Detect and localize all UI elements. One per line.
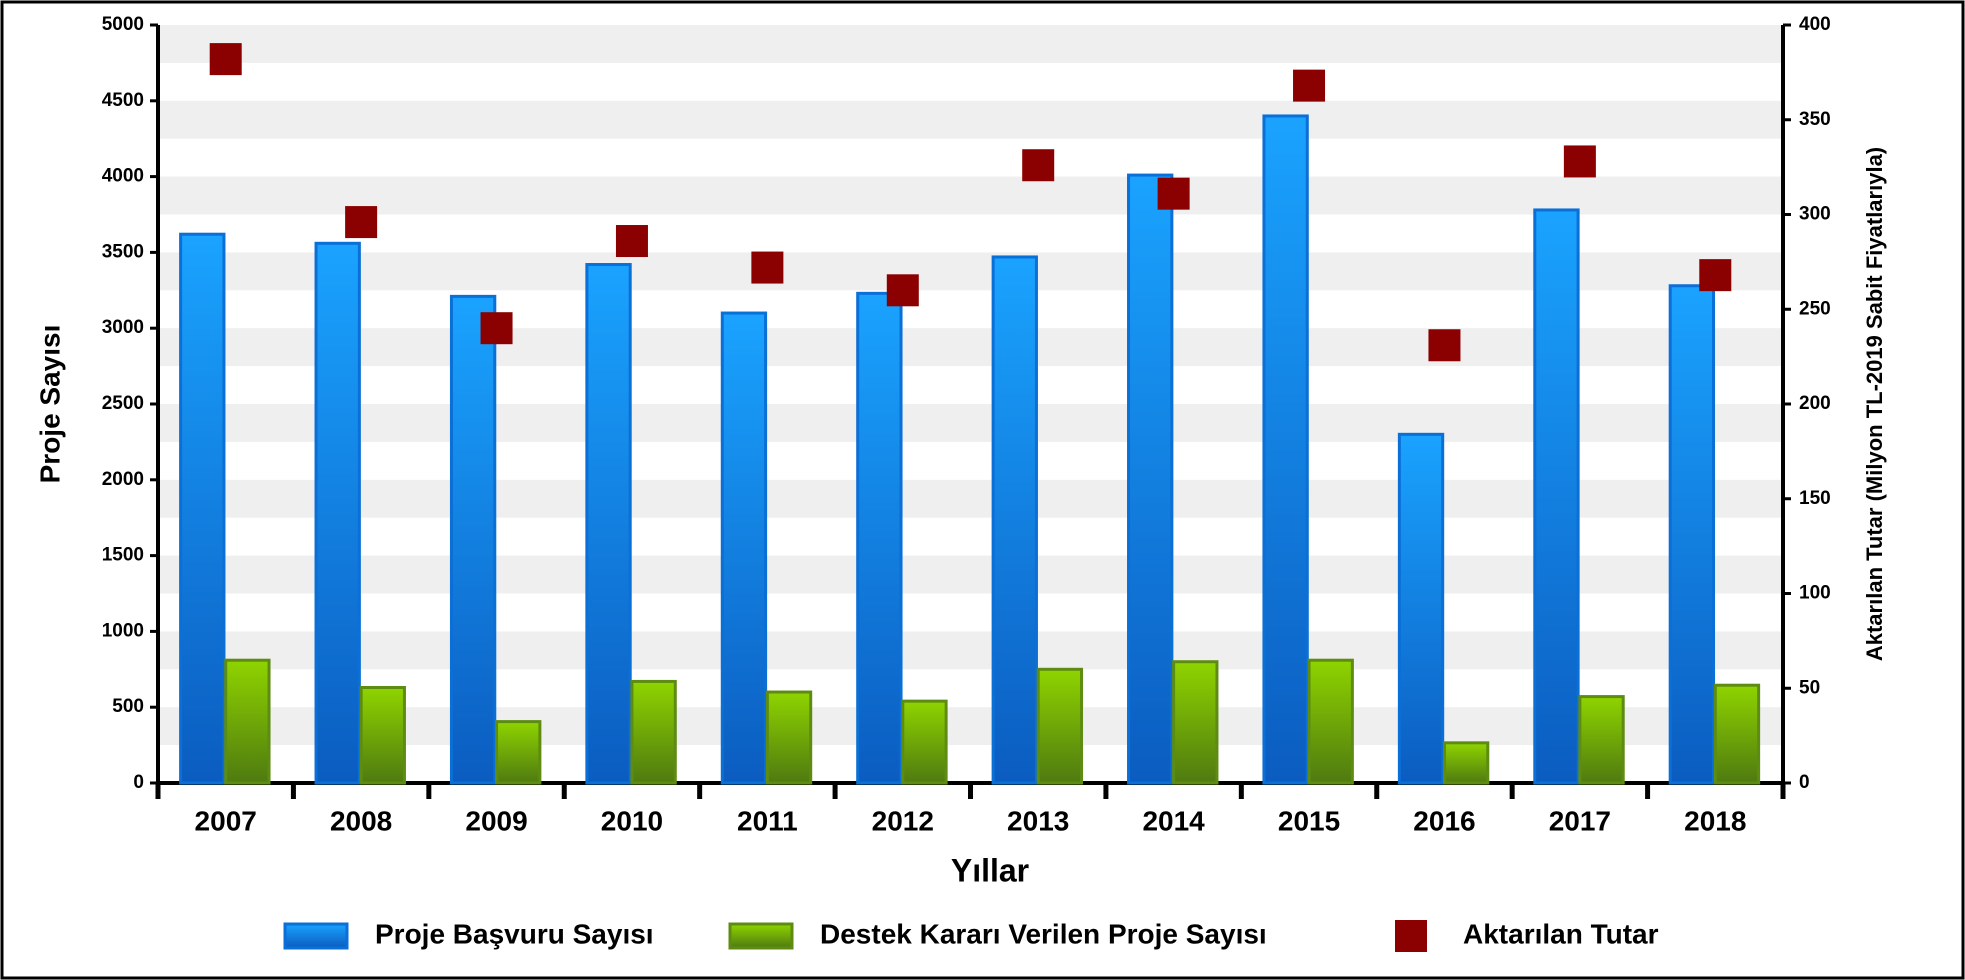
legend-swatch bbox=[1395, 920, 1427, 952]
marker bbox=[345, 206, 378, 239]
bar bbox=[1172, 660, 1219, 785]
bar bbox=[1713, 683, 1761, 785]
bar bbox=[1127, 173, 1174, 785]
y2-tick-label: 100 bbox=[1799, 583, 1831, 604]
y2-tick-label: 350 bbox=[1799, 109, 1831, 130]
x-tick-label: 2014 bbox=[1142, 805, 1205, 836]
marker bbox=[615, 225, 648, 258]
bar bbox=[495, 720, 542, 785]
marker bbox=[1699, 259, 1732, 292]
marker bbox=[1563, 145, 1596, 178]
y2-tick-label: 400 bbox=[1799, 14, 1831, 35]
x-tick-label: 2013 bbox=[1007, 805, 1069, 836]
x-tick-label: 2017 bbox=[1549, 805, 1611, 836]
legend-swatch bbox=[283, 922, 349, 950]
y2-tick-label: 150 bbox=[1799, 488, 1831, 509]
grid-band bbox=[158, 631, 1783, 670]
x-axis-title: Yıllar bbox=[951, 852, 1029, 888]
grid-band bbox=[158, 328, 1783, 367]
bar bbox=[585, 263, 632, 785]
grid-band bbox=[158, 176, 1783, 215]
bar bbox=[856, 291, 903, 785]
x-tick-label: 2016 bbox=[1413, 805, 1475, 836]
x-tick-label: 2012 bbox=[872, 805, 934, 836]
legend-label: Destek Kararı Verilen Proje Sayısı bbox=[820, 918, 1267, 949]
x-tick-label: 2008 bbox=[330, 805, 392, 836]
bar bbox=[1036, 667, 1084, 785]
y-tick-label: 1000 bbox=[102, 620, 144, 641]
grid-band bbox=[158, 25, 1783, 63]
bar bbox=[314, 241, 361, 785]
y-tick-label: 0 bbox=[133, 772, 144, 793]
bar bbox=[1307, 658, 1354, 785]
y-tick-label: 4000 bbox=[102, 166, 144, 187]
y2-axis-title: Aktarılan Tutar (Milyon TL-2019 Sabit Fi… bbox=[1862, 147, 1887, 661]
bar bbox=[901, 699, 948, 785]
x-tick-label: 2015 bbox=[1278, 805, 1340, 836]
x-tick-label: 2009 bbox=[465, 805, 527, 836]
grid-band bbox=[158, 100, 1783, 139]
marker bbox=[1428, 329, 1461, 362]
bar bbox=[224, 658, 271, 785]
y-tick-label: 5000 bbox=[102, 14, 144, 35]
marker bbox=[480, 312, 513, 345]
grid-band bbox=[158, 555, 1783, 594]
y-tick-label: 3000 bbox=[102, 317, 144, 338]
y2-tick-label: 50 bbox=[1799, 677, 1820, 698]
x-tick-label: 2011 bbox=[737, 805, 798, 836]
bar bbox=[1262, 114, 1309, 785]
bar bbox=[630, 679, 677, 785]
bar bbox=[1533, 208, 1580, 785]
bar bbox=[1668, 284, 1716, 785]
grid-band bbox=[158, 479, 1783, 518]
bar bbox=[991, 255, 1038, 785]
grid-band bbox=[158, 707, 1783, 746]
bar bbox=[765, 690, 813, 785]
x-tick-label: 2018 bbox=[1684, 805, 1746, 836]
bar bbox=[359, 685, 406, 785]
y2-tick-label: 200 bbox=[1799, 393, 1831, 414]
y-tick-label: 500 bbox=[112, 696, 144, 717]
y2-tick-label: 0 bbox=[1799, 772, 1810, 793]
bar bbox=[720, 311, 768, 785]
y-tick-label: 1500 bbox=[102, 545, 144, 566]
bar bbox=[1442, 741, 1490, 785]
bar bbox=[1578, 695, 1625, 785]
x-tick-label: 2007 bbox=[195, 805, 257, 836]
bar bbox=[449, 294, 497, 785]
y-tick-label: 4500 bbox=[102, 90, 144, 111]
x-tick-label: 2010 bbox=[601, 805, 663, 836]
y-tick-label: 2000 bbox=[102, 469, 144, 490]
grid-band bbox=[158, 252, 1783, 291]
y2-tick-label: 300 bbox=[1799, 204, 1831, 225]
bar bbox=[1397, 432, 1445, 785]
legend-swatch bbox=[728, 922, 794, 950]
bar bbox=[179, 232, 226, 785]
y-tick-label: 2500 bbox=[102, 393, 144, 414]
marker bbox=[1022, 149, 1055, 182]
y-axis-title: Proje Sayısı bbox=[34, 325, 65, 484]
marker bbox=[1293, 69, 1326, 102]
grid-band bbox=[158, 404, 1783, 442]
marker bbox=[209, 43, 242, 76]
marker bbox=[886, 274, 919, 307]
y-tick-label: 3500 bbox=[102, 241, 144, 262]
marker bbox=[1157, 177, 1190, 210]
legend-label: Proje Başvuru Sayısı bbox=[375, 918, 654, 949]
legend-label: Aktarılan Tutar bbox=[1463, 918, 1659, 949]
y2-tick-label: 250 bbox=[1799, 298, 1831, 319]
marker bbox=[751, 251, 784, 284]
